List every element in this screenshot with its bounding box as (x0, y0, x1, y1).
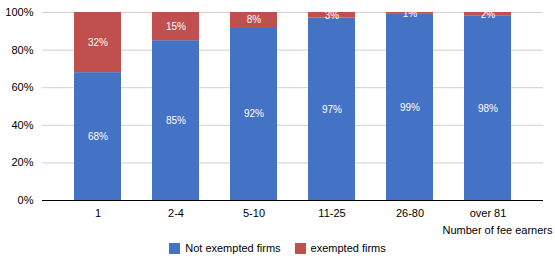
svg-text:92%: 92% (244, 108, 264, 119)
svg-text:1%: 1% (403, 8, 418, 19)
svg-text:8%: 8% (247, 14, 262, 25)
html-text:exempted firms: exempted firms (310, 242, 386, 254)
svg-text:11-25: 11-25 (318, 207, 345, 219)
svg-text:85%: 85% (166, 115, 186, 126)
svg-text:32%: 32% (88, 37, 108, 48)
svg-text:80%: 80% (11, 44, 33, 56)
svg-text:15%: 15% (166, 21, 186, 32)
svg-text:Number of fee earners: Number of fee earners (442, 224, 553, 236)
svg-text:5-10: 5-10 (243, 207, 265, 219)
svg-text:100%: 100% (5, 6, 33, 18)
html-text:Not exempted firms: Not exempted firms (185, 242, 281, 254)
svg-text:0%: 0% (18, 194, 34, 206)
svg-text:97%: 97% (322, 104, 342, 115)
svg-text:1: 1 (95, 207, 101, 219)
svg-text:3%: 3% (325, 10, 340, 21)
svg-text:over 81: over 81 (470, 207, 507, 219)
svg-text:20%: 20% (11, 156, 33, 168)
svg-text:40%: 40% (11, 119, 33, 131)
svg-text:26-80: 26-80 (396, 207, 424, 219)
svg-text:98%: 98% (478, 103, 498, 114)
svg-text:68%: 68% (88, 131, 108, 142)
svg-text:2-4: 2-4 (168, 207, 184, 219)
svg-text:99%: 99% (400, 102, 420, 113)
svg-text:60%: 60% (11, 81, 33, 93)
svg-text:2%: 2% (481, 9, 496, 20)
